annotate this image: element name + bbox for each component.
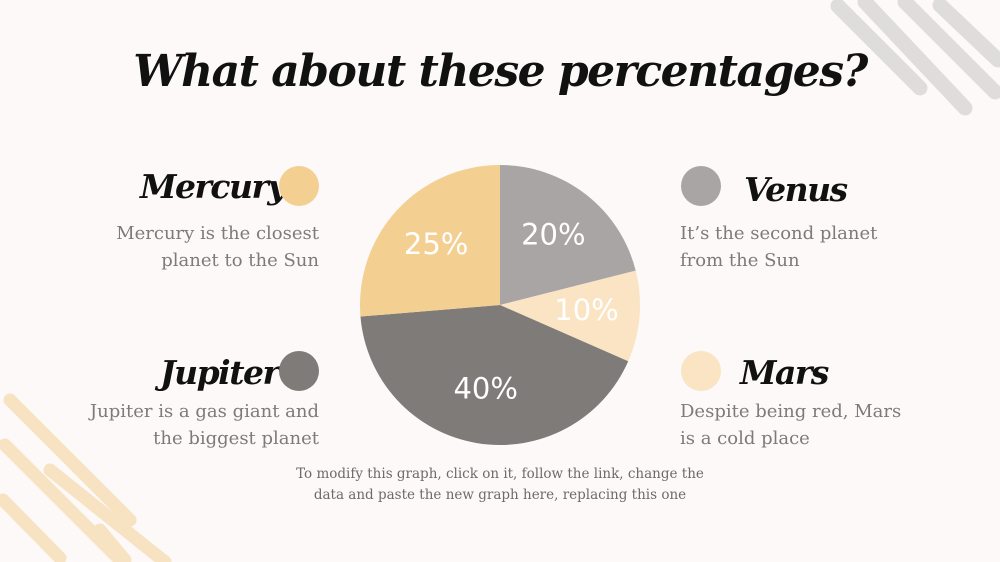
- mars-desc-line1: Despite being red, Mars: [680, 401, 902, 422]
- pie-slice-jupiter[interactable]: [360, 305, 629, 445]
- pie-label-jupiter: 40%: [453, 372, 517, 406]
- mars-color-dot: [681, 351, 721, 391]
- mars-name: Mars: [740, 353, 829, 392]
- mars-description: Despite being red, Mars is a cold place: [680, 398, 940, 452]
- jupiter-name: Jupiter: [160, 353, 280, 392]
- mercury-name: Mercury: [140, 167, 287, 206]
- page-title: What about these percentages?: [133, 46, 868, 97]
- pie-label-mars: 10%: [554, 293, 618, 327]
- venus-color-dot: [681, 166, 721, 206]
- mercury-desc-line2: planet to the Sun: [161, 250, 319, 271]
- chart-instructions-line1: To modify this graph, click on it, follo…: [296, 466, 704, 482]
- pie-slice-mercury[interactable]: [360, 165, 500, 317]
- pie-chart[interactable]: 20% 10% 40% 25%: [355, 160, 645, 450]
- jupiter-description: Jupiter is a gas giant and the biggest p…: [59, 398, 319, 452]
- jupiter-desc-line2: the biggest planet: [153, 428, 319, 449]
- pie-slice-venus[interactable]: [500, 165, 636, 305]
- venus-name: Venus: [744, 170, 848, 209]
- pie-label-venus: 20%: [521, 218, 585, 252]
- mercury-color-dot: [279, 166, 319, 206]
- pie-label-mercury: 25%: [404, 227, 468, 261]
- mars-desc-line2: is a cold place: [680, 428, 810, 449]
- chart-instructions: To modify this graph, click on it, follo…: [250, 464, 750, 506]
- venus-desc-line1: It’s the second planet: [680, 223, 878, 244]
- chart-instructions-line2: data and paste the new graph here, repla…: [313, 487, 687, 503]
- jupiter-color-dot: [279, 351, 319, 391]
- venus-description: It’s the second planet from the Sun: [680, 220, 940, 274]
- jupiter-desc-line1: Jupiter is a gas giant and: [89, 401, 319, 422]
- venus-desc-line2: from the Sun: [680, 250, 800, 271]
- mercury-desc-line1: Mercury is the closest: [116, 223, 319, 244]
- mercury-description: Mercury is the closest planet to the Sun: [59, 220, 319, 274]
- pie-slice-mars[interactable]: [500, 270, 640, 362]
